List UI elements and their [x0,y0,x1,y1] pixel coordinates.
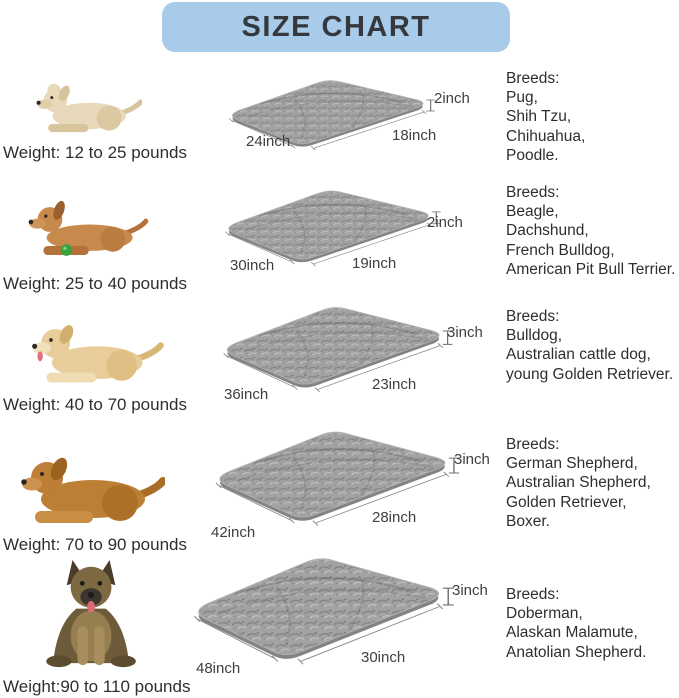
breed-item: Australian cattle dog, [506,346,651,364]
breeds-block: Breeds: Doberman, Alaskan Malamute, Anat… [506,585,646,662]
dog-photo-poodle [32,78,144,140]
depth-dimension-label: 23inch [372,376,417,393]
weight-label: Weight: 25 to 40 pounds [3,274,187,293]
breed-item: Bulldog, [506,327,563,345]
breed-item: Poodle. [506,146,559,164]
dog-photo-german-shepherd [28,558,158,670]
poodle-dog-icon [36,83,144,133]
width-dimension-label: 36inch [224,386,269,403]
breeds-title: Breeds: [506,308,560,325]
golden-retriever-icon [21,457,167,523]
height-dimension-label: 3inch [454,451,490,468]
dog-photo-golden-retriever [15,448,167,533]
dog-bed-icon [215,431,460,526]
breed-item: American Pit Bull Terrier. [506,260,676,278]
breed-item: Boxer. [506,512,550,530]
bed-illustration-24inch: 24inch 18inch 2inch [224,76,470,152]
breed-item: Dachshund, [506,222,589,240]
width-dimension-label: 30inch [230,257,275,274]
bed-illustration-48inch: 48inch 30inch 3inch [188,552,488,677]
breed-item: Doberman, [506,605,583,623]
breeds-block: Breeds: Pug, Shih Tzu, Chihuahua, Poodle… [506,69,585,165]
breeds-title: Breeds: [506,70,560,87]
breed-item: Shih Tzu, [506,108,572,126]
breeds-block: Breeds: Beagle, Dachshund, French Bulldo… [506,183,675,279]
dog-bed-icon [228,80,435,151]
dog-photo-dachshund [18,198,153,260]
weight-label: Weight: 40 to 70 pounds [3,395,187,414]
breed-item: Australian Shepherd, [506,474,651,492]
weight-label: Weight: 70 to 90 pounds [3,535,187,554]
depth-dimension-label: 30inch [361,649,406,666]
dachshund-dog-icon [28,200,149,256]
dog-bed-icon [193,558,454,665]
bed-illustration-42inch: 42inch 28inch 3inch [210,426,490,541]
bed-illustration-36inch: 36inch 23inch 3inch [218,302,483,403]
breed-item: Golden Retriever, [506,493,627,511]
weight-label: Weight: 12 to 25 pounds [3,143,187,162]
breeds-title: Breeds: [506,436,560,453]
young-golden-retriever-icon [32,325,164,383]
dog-photo-young-golden [12,320,177,388]
breeds-block: Breeds: Bulldog, Australian cattle dog, … [506,307,673,384]
dog-bed-icon [223,307,453,392]
width-dimension-label: 48inch [196,660,241,677]
breed-item: young Golden Retriever. [506,365,674,383]
breed-item: Chihuahua, [506,127,586,145]
breeds-title: Breeds: [506,184,560,201]
breed-item: Anatolian Shepherd. [506,643,647,661]
height-dimension-label: 3inch [447,324,483,341]
page-title: SIZE CHART [241,10,431,43]
width-dimension-label: 24inch [246,133,291,150]
breed-item: German Shepherd, [506,455,638,473]
height-dimension-label: 3inch [452,582,488,599]
breed-item: Alaskan Malamute, [506,624,638,642]
height-dimension-label: 2inch [434,90,470,107]
width-dimension-label: 42inch [211,524,256,541]
depth-dimension-label: 18inch [392,127,437,144]
breed-item: Beagle, [506,203,559,221]
depth-dimension-label: 19inch [352,255,397,272]
title-banner: SIZE CHART [162,2,510,52]
height-dimension-label: 2inch [427,214,463,231]
dog-bed-icon [224,190,441,267]
depth-dimension-label: 28inch [372,509,417,526]
breed-item: French Bulldog, [506,241,615,259]
breeds-title: Breeds: [506,586,560,603]
bed-illustration-30inch: 30inch 19inch 2inch [220,186,463,274]
breeds-block: Breeds: German Shepherd, Australian Shep… [506,435,651,531]
german-shepherd-icon [46,559,136,668]
breed-item: Pug, [506,89,538,107]
weight-label: Weight:90 to 110 pounds [3,677,191,696]
